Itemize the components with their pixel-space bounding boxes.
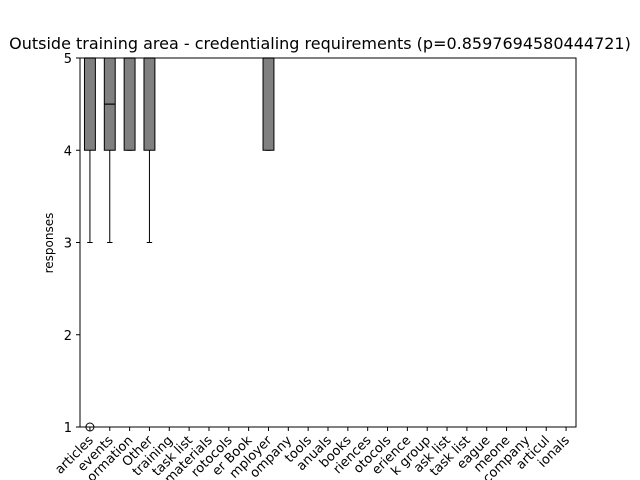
y-tick-label: 3 (64, 237, 72, 252)
box (83, 57, 96, 151)
box (123, 57, 136, 151)
box (143, 57, 156, 151)
y-tick-label: 1 (64, 421, 72, 436)
y-tick-label: 2 (64, 329, 72, 344)
outlier-point (85, 422, 95, 432)
y-axis-label: responses (42, 213, 56, 274)
y-tick-label: 5 (64, 52, 72, 67)
chart-title: Outside training area - credentialing re… (9, 34, 631, 53)
y-tick-label: 4 (64, 144, 72, 159)
plot-area: 12345articleseventsormationOthertraining… (53, 52, 577, 480)
box (262, 57, 275, 151)
